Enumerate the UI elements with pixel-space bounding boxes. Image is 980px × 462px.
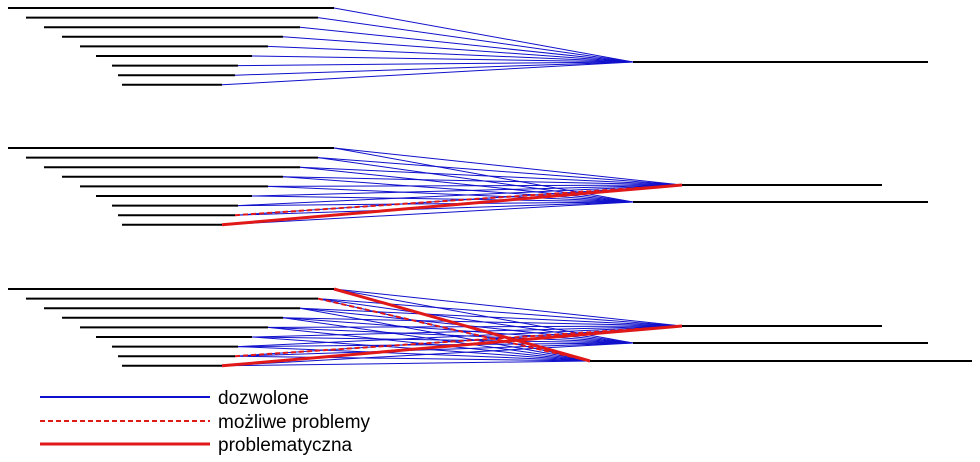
allowed-link	[267, 326, 591, 362]
allowed-link	[299, 166, 634, 203]
allowed-link	[267, 326, 634, 344]
legend-label-possible: możliwe problemy	[218, 412, 371, 433]
allowed-link	[237, 61, 634, 67]
allowed-link	[237, 346, 591, 362]
allowed-link	[221, 201, 634, 226]
allowed-link	[221, 342, 634, 367]
allowed-link	[267, 325, 683, 328]
allowed-link	[234, 61, 634, 76]
allowed-link	[333, 147, 683, 186]
legend-label-allowed: dozwolone	[218, 388, 309, 409]
allowed-link	[251, 55, 634, 63]
allowed-link	[234, 342, 634, 357]
allowed-link	[237, 342, 634, 348]
possible-problem-link	[317, 297, 591, 362]
allowed-link	[333, 288, 683, 327]
legend: dozwolone możliwe problemy problematyczn…	[40, 388, 371, 456]
diagram-three-targets	[8, 287, 972, 368]
allowed-link	[267, 184, 683, 187]
allowed-link	[299, 166, 683, 186]
allowed-link	[251, 184, 683, 197]
allowed-link	[333, 7, 634, 63]
diagrams-layer	[8, 7, 972, 368]
problematic-link	[333, 287, 591, 363]
allowed-link	[267, 185, 634, 203]
allowed-link	[299, 307, 683, 327]
possible-problem-link	[234, 325, 683, 358]
allowed-link	[221, 360, 591, 367]
allowed-link	[251, 336, 634, 344]
allowed-link	[317, 157, 683, 186]
allowed-link	[299, 26, 634, 63]
legend-label-problematic: problematyczna	[218, 435, 353, 456]
problematic-link	[221, 183, 683, 227]
allowed-link	[251, 195, 634, 203]
allowed-link	[282, 317, 634, 344]
diagram-one-target	[8, 7, 928, 86]
allowed-link	[282, 176, 634, 203]
allowed-link	[282, 36, 634, 63]
allowed-link	[234, 355, 591, 362]
allowed-link	[267, 45, 634, 63]
allowed-link	[237, 325, 683, 348]
allowed-link	[251, 325, 683, 338]
allowed-link	[221, 61, 634, 86]
possible-problem-link	[234, 184, 683, 217]
allowed-link	[237, 201, 634, 207]
allowed-link	[317, 17, 634, 63]
diagram-two-targets	[8, 147, 928, 227]
allowed-link	[317, 298, 683, 327]
allowed-link	[282, 317, 591, 362]
allowed-link	[237, 184, 683, 207]
problematic-link	[221, 324, 683, 368]
allowed-link	[282, 176, 683, 186]
allowed-link	[234, 201, 634, 216]
allowed-link	[282, 317, 683, 327]
